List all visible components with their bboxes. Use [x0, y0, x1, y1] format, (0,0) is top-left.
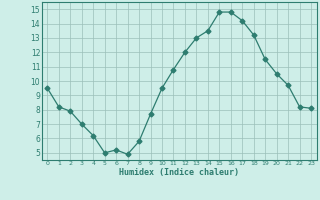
X-axis label: Humidex (Indice chaleur): Humidex (Indice chaleur): [119, 168, 239, 177]
